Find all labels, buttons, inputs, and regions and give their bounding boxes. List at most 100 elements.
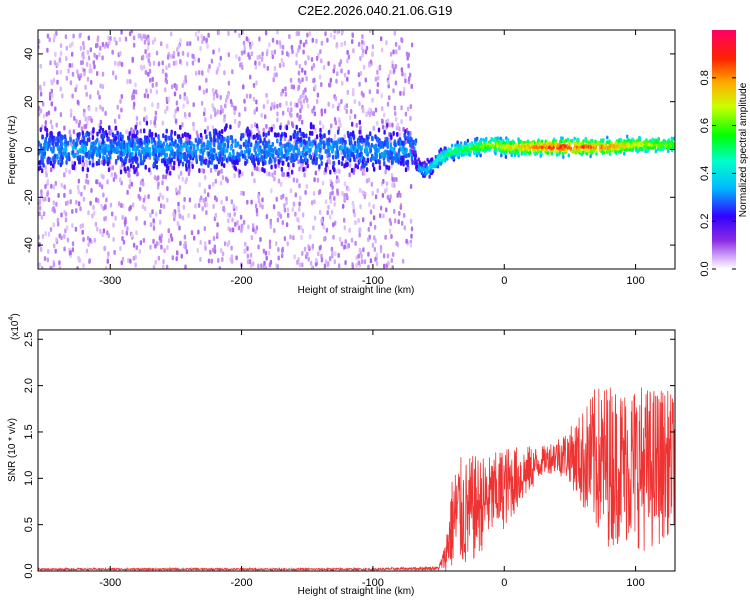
spectrogram-noise-cell	[388, 122, 392, 128]
spectrogram-noise-cell	[329, 198, 332, 204]
spectrogram-signal-cell	[438, 157, 442, 162]
spectrogram-band-cell	[229, 145, 233, 151]
spectrogram-band-cell	[369, 131, 372, 137]
spectrogram-signal-cell	[452, 156, 455, 161]
spectrogram-band-cell	[109, 139, 112, 145]
spectrogram-noise-cell	[368, 63, 371, 68]
spectrogram-noise-cell	[54, 106, 57, 112]
spectrogram-band-cell	[107, 136, 110, 142]
spectrogram-band-cell	[136, 145, 139, 151]
spectrogram-noise-cell	[196, 248, 199, 253]
spectrogram-noise-cell	[204, 196, 208, 202]
spectrogram-band-cell	[147, 147, 150, 152]
spectrogram-signal-cell	[466, 144, 469, 149]
spectrogram-noise-cell	[376, 89, 379, 95]
spectrogram-noise-cell	[212, 106, 216, 112]
spectrogram-noise-cell	[112, 237, 115, 242]
spectrogram-noise-cell	[313, 199, 316, 205]
spectrogram-noise-cell	[109, 36, 112, 41]
spectrogram-noise-cell	[143, 39, 147, 45]
spectrogram-noise-cell	[161, 68, 165, 74]
spectrogram-noise-cell	[343, 40, 347, 46]
spectrogram-band-cell	[188, 148, 192, 154]
spectrogram-noise-cell	[104, 204, 107, 210]
spectrogram-band-cell	[315, 151, 318, 157]
spectrogram-noise-cell	[252, 227, 255, 233]
spectrogram-band-cell	[43, 142, 46, 148]
spectrogram-noise-cell	[126, 78, 129, 84]
spectrogram-noise-cell	[102, 174, 105, 180]
spectrogram-noise-cell	[39, 63, 42, 69]
spectrogram-noise-cell	[162, 264, 165, 269]
spectrogram-signal-cell	[502, 140, 505, 145]
spectrogram-noise-cell	[134, 254, 137, 260]
spectrogram-noise-cell	[333, 34, 336, 40]
spectrogram-noise-cell	[376, 120, 379, 126]
spectrogram-signal-cell	[638, 136, 641, 141]
spectrogram-noise-cell	[363, 194, 366, 200]
spectrogram-noise-cell	[204, 245, 207, 251]
spectrogram-noise-cell	[122, 239, 126, 245]
spectrogram-noise-cell	[120, 107, 123, 113]
spectrogram-noise-cell	[72, 33, 75, 39]
spectrogram-noise-cell	[327, 261, 330, 267]
spectrogram-band-cell	[324, 167, 327, 173]
spectrogram-noise-cell	[341, 80, 344, 86]
spectrogram-signal-cell	[428, 174, 431, 179]
spectrogram-noise-cell	[48, 37, 51, 43]
spectrogram-band-cell	[234, 142, 237, 148]
spectrogram-noise-cell	[305, 39, 308, 45]
spectrogram-noise-cell	[79, 45, 83, 51]
spectrogram-signal-cell	[567, 153, 570, 158]
spectrogram-noise-cell	[335, 78, 338, 84]
spectrogram-band-cell	[144, 164, 147, 170]
spectrogram-signal-cell	[562, 155, 565, 159]
spectrogram-band-cell	[298, 150, 301, 156]
spectrogram-signal-cell	[503, 151, 506, 156]
spectrogram-band-cell	[73, 161, 76, 167]
spectrogram-band-cell	[131, 146, 135, 152]
spectrogram-noise-cell	[251, 171, 254, 177]
spectrogram-noise-cell	[186, 61, 189, 67]
spectrogram-noise-cell	[330, 123, 333, 129]
spectrogram-noise-cell	[343, 134, 346, 140]
spectrogram-noise-cell	[217, 30, 220, 36]
spectrogram-noise-cell	[352, 208, 355, 214]
spectrogram-noise-cell	[332, 103, 335, 109]
spectrogram-signal-cell	[485, 136, 488, 141]
spectrogram-band-cell	[125, 153, 129, 159]
spectrogram-noise-cell	[257, 193, 260, 199]
spectrogram-band-cell	[387, 165, 390, 171]
spectrogram-band-cell	[166, 158, 169, 164]
spectrogram-noise-cell	[221, 257, 224, 262]
spectrogram-noise-cell	[141, 204, 145, 210]
spectrogram-noise-cell	[104, 110, 107, 116]
spectrogram-noise-cell	[102, 228, 106, 234]
spectrogram-band-cell	[320, 154, 324, 160]
spectrogram-signal-cell	[473, 145, 476, 150]
spectrogram-noise-cell	[336, 188, 339, 194]
spectrogram-band-cell	[154, 148, 158, 154]
spectrogram-band-cell	[358, 144, 361, 149]
spectrogram-noise-cell	[63, 233, 66, 239]
spectrogram-band-cell	[262, 161, 265, 167]
spectrogram-noise-cell	[184, 240, 187, 246]
spectrogram-noise-cell	[134, 89, 138, 95]
spectrogram-y-tick-label: 20	[23, 96, 35, 108]
spectrogram-noise-cell	[383, 188, 387, 194]
spectrogram-noise-cell	[204, 117, 207, 123]
spectrogram-band-cell	[259, 138, 262, 144]
spectrogram-noise-cell	[82, 111, 86, 117]
spectrogram-noise-cell	[155, 211, 158, 217]
spectrogram-signal-cell	[496, 136, 499, 141]
spectrogram-signal-cell	[505, 144, 508, 149]
spectrogram-noise-cell	[50, 183, 53, 189]
spectrogram-noise-cell	[172, 50, 176, 56]
spectrogram-band-cell	[306, 140, 309, 146]
spectrogram-noise-cell	[404, 111, 408, 117]
spectrogram-noise-cell	[369, 221, 372, 227]
spectrogram-noise-cell	[113, 118, 117, 124]
spectrogram-noise-cell	[360, 259, 364, 265]
spectrogram-noise-cell	[153, 119, 156, 125]
spectrogram-noise-cell	[263, 260, 266, 266]
